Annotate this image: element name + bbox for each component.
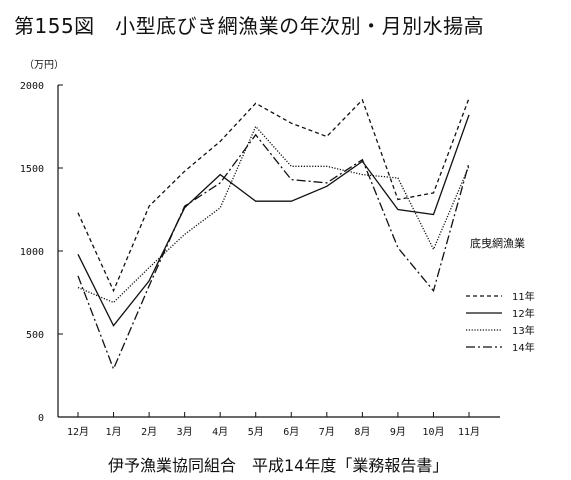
- legend-label: 13年: [512, 324, 535, 337]
- legend-label: 12年: [512, 307, 535, 320]
- x-tick-label: 6月: [283, 426, 299, 438]
- y-ticks: 0 500 1000 1500 2000: [20, 81, 63, 424]
- x-tick-label: 5月: [248, 426, 264, 438]
- chart-title: 第155図 小型底びき網漁業の年次別・月別水揚高: [14, 14, 485, 38]
- y-tick-label: 500: [26, 330, 44, 341]
- series-lines: [77, 98, 470, 371]
- series-line-14年: [77, 133, 470, 371]
- x-tick-label: 11月: [458, 426, 480, 438]
- y-tick-label: 1500: [20, 164, 44, 175]
- x-tick-label: 12月: [67, 426, 89, 438]
- x-tick-label: 2月: [141, 426, 157, 438]
- legend-title: 底曳網漁業: [470, 236, 525, 250]
- x-tick-label: 7月: [319, 426, 335, 438]
- x-tick-label: 8月: [354, 426, 370, 438]
- x-tick-label: 10月: [422, 426, 444, 438]
- y-tick-label: 2000: [20, 81, 44, 92]
- x-tick-label: 9月: [390, 426, 406, 438]
- x-tick-label: 1月: [106, 426, 122, 438]
- legend-label: 11年: [512, 290, 535, 303]
- x-tick-label: 4月: [212, 426, 228, 438]
- x-ticks: 12月 1月 2月 3月 4月 5月 6月 7月 8月 9月 10月 11月: [67, 412, 480, 438]
- source-footer: 伊予漁業協同組合 平成14年度「業務報告書」: [108, 456, 449, 475]
- x-tick-label: 3月: [177, 426, 193, 438]
- series-line-13年: [77, 125, 470, 304]
- series-line-11年: [77, 98, 470, 293]
- y-tick-label: 0: [38, 413, 44, 424]
- legend-label: 14年: [512, 341, 535, 354]
- y-tick-label: 1000: [20, 247, 44, 258]
- y-unit-label: （万円）: [24, 59, 64, 71]
- series-line-12年: [77, 114, 470, 327]
- legend: 底曳網漁業 11年 12年 13年 14年: [466, 236, 535, 354]
